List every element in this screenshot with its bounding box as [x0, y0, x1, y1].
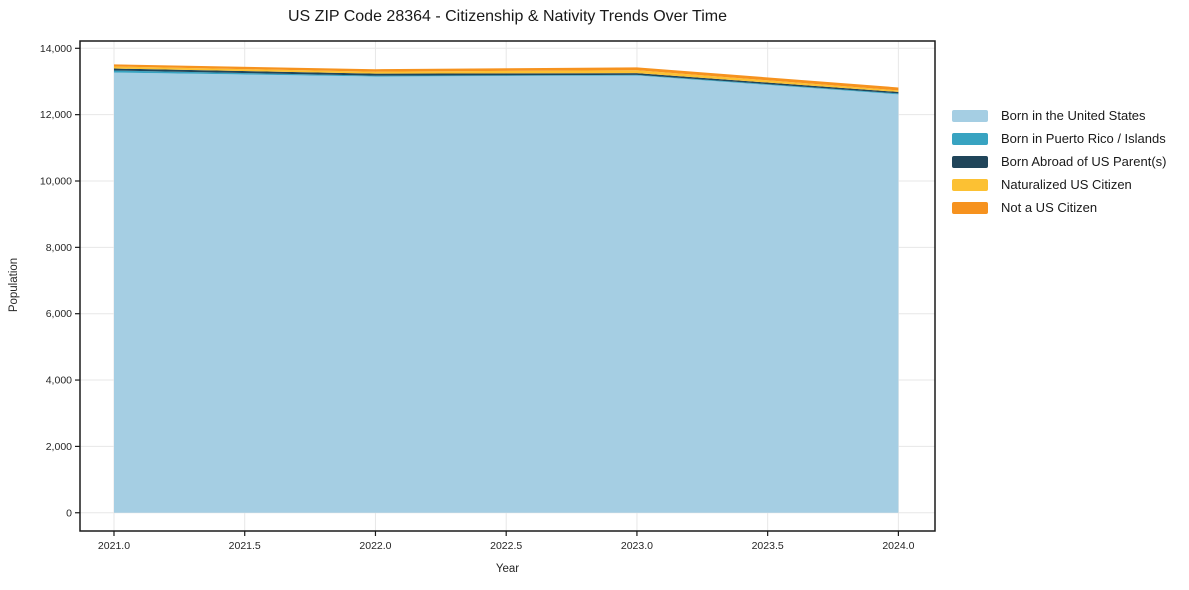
area-naturalized-us-citizen: [113, 66, 899, 92]
area-born-in-the-united-states: [113, 72, 899, 513]
legend-item: Not a US Citizen: [952, 200, 1166, 215]
x-tick-label: 2021.0: [98, 540, 130, 552]
y-tick-label: 10,000: [40, 176, 72, 188]
legend-item: Naturalized US Citizen: [952, 177, 1166, 192]
legend-label: Naturalized US Citizen: [1001, 177, 1132, 192]
legend-item: Born in Puerto Rico / Islands: [952, 131, 1166, 146]
y-tick-label: 8,000: [46, 242, 72, 254]
legend-label: Not a US Citizen: [1001, 200, 1098, 215]
legend-item: Born Abroad of US Parent(s): [952, 154, 1167, 169]
x-tick-label: 2022.0: [359, 540, 391, 552]
x-tick-label: 2022.5: [490, 540, 522, 552]
legend-item: Born in the United States: [952, 108, 1166, 123]
y-tick-label: 0: [66, 507, 72, 519]
x-axis-label: Year: [495, 563, 520, 575]
x-tick-label: 2021.5: [229, 540, 261, 552]
legend-swatch-icon: [952, 155, 988, 168]
area-born-abroad-of-us-parent-s: [113, 68, 899, 94]
y-tick-label: 14,000: [40, 43, 72, 55]
legend-swatch-icon: [952, 201, 988, 214]
legend-swatch-icon: [952, 109, 988, 122]
area-not-a-us-citizen: [113, 64, 899, 91]
chart-title: US ZIP Code 28364 - Citizenship & Nativi…: [288, 8, 727, 25]
legend-swatch-icon: [952, 178, 988, 191]
y-tick-label: 2,000: [46, 441, 72, 453]
x-tick-label: 2023.0: [621, 540, 653, 552]
x-tick-label: 2024.0: [882, 540, 914, 552]
plot-border: [79, 40, 936, 532]
legend-label: Born Abroad of US Parent(s): [1001, 154, 1167, 169]
legend-swatch-icon: [952, 132, 988, 145]
y-tick-label: 6,000: [46, 308, 72, 320]
y-tick-label: 12,000: [40, 109, 72, 121]
legend-label: Born in Puerto Rico / Islands: [1001, 131, 1166, 146]
legend: Born in the United States Born in Puerto …: [952, 108, 1167, 215]
area-born-in-puerto-rico-islands: [113, 70, 899, 95]
y-tick-label: 4,000: [46, 375, 72, 387]
legend-label: Born in the United States: [1001, 108, 1146, 123]
x-tick-label: 2023.5: [752, 540, 784, 552]
